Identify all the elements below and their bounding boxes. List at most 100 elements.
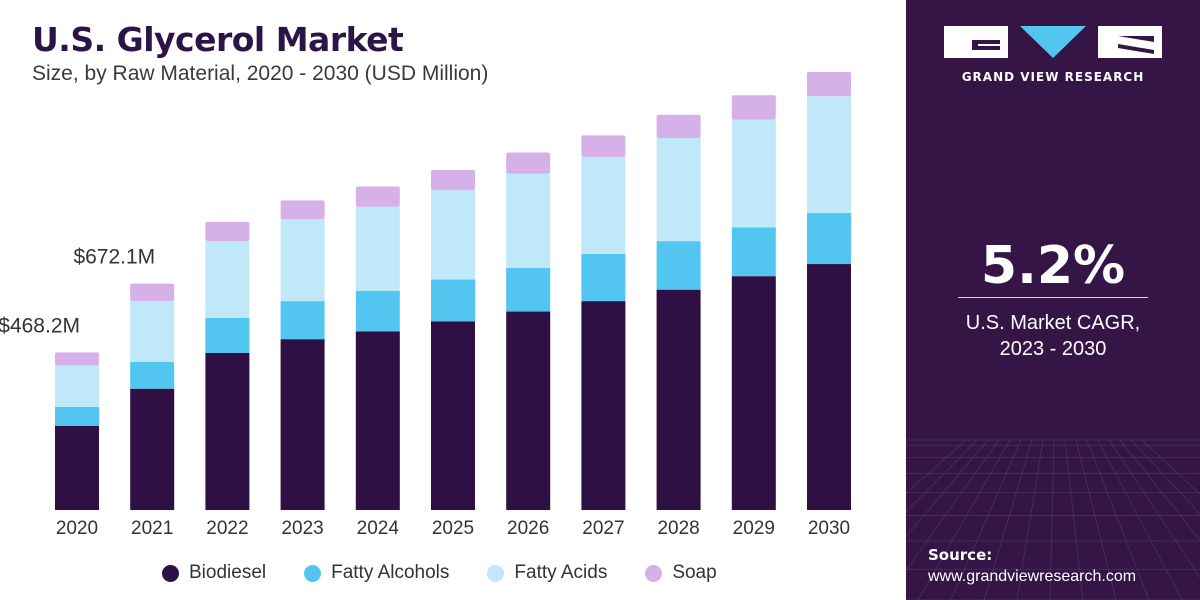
x-tick-label-2030: 2030: [808, 518, 850, 539]
source-label: Source:: [928, 546, 993, 564]
bar-segment-fatty-alcohols-2024: [355, 291, 400, 332]
grid-line: [1016, 439, 1044, 600]
grid-line: [1075, 439, 1117, 600]
x-tick-label-2026: 2026: [507, 518, 549, 539]
bar-segment-soap-2026: [506, 152, 551, 174]
bar-segment-fatty-alcohols-2021: [130, 361, 175, 389]
legend-swatch-fatty-acids: [487, 564, 505, 582]
bar-segment-fatty-acids-2028: [656, 138, 701, 242]
bar-segment-soap-2030: [807, 72, 851, 97]
bar-segment-soap-2022: [205, 221, 250, 242]
bar-segment-fatty-acids-2026: [506, 173, 551, 268]
chart-subtitle: Size, by Raw Material, 2020 - 2030 (USD …: [32, 62, 489, 85]
bar-segment-fatty-acids-2024: [355, 206, 400, 291]
bar-segment-soap-2023: [280, 200, 325, 220]
bar-segment-soap-2028: [656, 114, 701, 139]
bar-segment-fatty-acids-2022: [205, 241, 250, 318]
brand-name: GRAND VIEW RESEARCH: [961, 70, 1145, 84]
legend-item-fatty-acids: Fatty Acids: [487, 562, 607, 584]
bar-segment-soap-2021: [130, 283, 175, 302]
bar-segment-fatty-acids-2025: [431, 190, 475, 280]
grid-line: [917, 439, 1011, 600]
legend-swatch-soap: [645, 564, 663, 582]
x-tick-label-2025: 2025: [432, 518, 474, 539]
grid-line: [906, 439, 1000, 572]
cagr-value: 5.2%: [980, 236, 1126, 296]
bar-segment-fatty-acids-2029: [731, 119, 776, 228]
bar-segment-biodiesel-2020: [55, 425, 99, 510]
legend-item-biodiesel: Biodiesel: [162, 562, 266, 584]
bar-segment-fatty-acids-2021: [130, 301, 175, 362]
legend-item-soap: Soap: [645, 562, 717, 584]
bar-segment-biodiesel-2027: [581, 301, 626, 510]
grid-line: [1108, 439, 1200, 579]
bar-segment-biodiesel-2028: [656, 289, 701, 510]
bar-segment-biodiesel-2030: [807, 264, 851, 510]
legend-label-biodiesel: Biodiesel: [189, 562, 267, 583]
grid-line: [1049, 439, 1055, 600]
brand-logo: GRAND VIEW RESEARCH: [942, 20, 1164, 90]
bar-segment-biodiesel-2026: [506, 311, 551, 510]
bar-segment-fatty-acids-2020: [55, 365, 99, 407]
bar-segment-fatty-acids-2027: [581, 156, 626, 254]
grid-line: [1064, 439, 1084, 600]
grid-line: [906, 439, 989, 538]
grid-line: [1141, 439, 1200, 495]
chart-title: U.S. Glycerol Market: [32, 20, 404, 59]
bar-segment-fatty-alcohols-2029: [731, 227, 776, 277]
grid-line: [1086, 439, 1150, 600]
x-tick-label-2028: 2028: [657, 518, 699, 539]
bar-segment-fatty-acids-2023: [280, 219, 325, 302]
total-label-2021: $672.1M: [73, 246, 155, 269]
grid-line: [906, 439, 967, 494]
bar-segment-soap-2020: [55, 352, 99, 366]
cagr-label: U.S. Market CAGR, 2023 - 2030: [906, 310, 1200, 362]
legend-swatch-fatty-alcohols: [304, 564, 322, 582]
x-tick-label-2020: 2020: [56, 518, 98, 539]
bar-segment-fatty-acids-2030: [807, 96, 851, 213]
bar-segment-biodiesel-2025: [431, 321, 475, 510]
cagr-label-line1: U.S. Market CAGR,: [965, 312, 1141, 334]
grid-line: [906, 439, 978, 513]
bar-segment-soap-2025: [431, 170, 475, 191]
side-panel: GRAND VIEW RESEARCH 5.2% U.S. Market CAG…: [906, 0, 1200, 600]
source-url: www.grandviewresearch.com: [928, 568, 1137, 585]
x-tick-label-2021: 2021: [131, 518, 173, 539]
bar-segment-fatty-alcohols-2027: [581, 253, 626, 302]
bar-segment-biodiesel-2024: [355, 331, 400, 510]
bar-segment-fatty-alcohols-2026: [506, 267, 551, 312]
grid-line: [1097, 439, 1183, 600]
legend-label-fatty-alcohols: Fatty Alcohols: [331, 562, 450, 583]
x-tick-label-2027: 2027: [582, 518, 624, 539]
grid-line: [950, 439, 1022, 600]
chart-legend: Biodiesel Fatty Alcohols Fatty Acids Soa…: [162, 562, 755, 584]
cagr-divider: [958, 297, 1148, 298]
bar-segment-fatty-alcohols-2028: [656, 241, 701, 290]
bar-segment-fatty-alcohols-2020: [55, 406, 99, 426]
bar-segment-biodiesel-2022: [205, 352, 250, 510]
cagr-label-line2: 2023 - 2030: [999, 338, 1107, 360]
grid-line: [1130, 439, 1200, 515]
bar-segment-biodiesel-2029: [731, 276, 776, 510]
bar-segment-fatty-alcohols-2023: [280, 301, 325, 340]
x-tick-label-2023: 2023: [281, 518, 323, 539]
bar-segment-fatty-alcohols-2025: [431, 279, 475, 322]
bar-segment-soap-2024: [355, 186, 400, 207]
bar-segment-biodiesel-2023: [280, 339, 325, 510]
bar-segment-fatty-alcohols-2030: [807, 212, 851, 265]
legend-item-fatty-alcohols: Fatty Alcohols: [304, 562, 449, 584]
grid-line: [983, 439, 1033, 600]
gvr-logo-icon: [944, 26, 1162, 58]
bar-segment-biodiesel-2021: [130, 388, 175, 510]
total-label-2020: $468.2M: [0, 314, 80, 337]
legend-swatch-biodiesel: [162, 564, 179, 582]
x-tick-label-2022: 2022: [206, 518, 248, 539]
bar-segment-soap-2029: [731, 95, 776, 120]
grid-line: [1119, 439, 1200, 541]
legend-label-soap: Soap: [672, 562, 717, 583]
x-tick-label-2024: 2024: [357, 518, 400, 539]
stacked-bar-chart: 2020 $468.2M 2021 $672.1M 2022 2023 2024 2025 20…: [0, 72, 851, 539]
legend-label-fatty-acids: Fatty Acids: [514, 562, 608, 583]
bar-segment-fatty-alcohols-2022: [205, 317, 250, 353]
